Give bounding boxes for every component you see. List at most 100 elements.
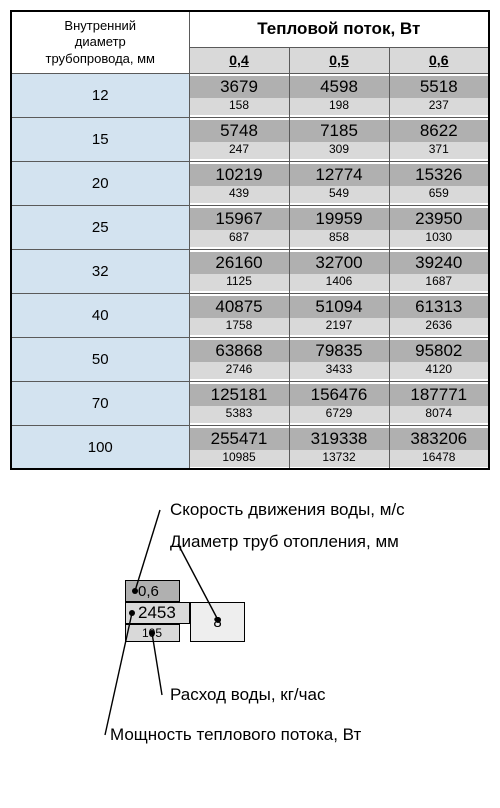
value-cell: 4598198 bbox=[289, 73, 389, 117]
value-cell: 239501030 bbox=[389, 205, 489, 249]
value-top: 15967 bbox=[190, 208, 289, 230]
diameter-cell: 15 bbox=[11, 117, 189, 161]
value-cell: 19959858 bbox=[289, 205, 389, 249]
value-top: 5748 bbox=[190, 120, 289, 142]
diameter-cell: 100 bbox=[11, 425, 189, 469]
table-row: 40408751758510942197613132636 bbox=[11, 293, 489, 337]
value-cell: 3679158 bbox=[189, 73, 289, 117]
value-cell: 12774549 bbox=[289, 161, 389, 205]
legend-diameter-label: Диаметр труб отопления, мм bbox=[170, 532, 399, 552]
value-cell: 15326659 bbox=[389, 161, 489, 205]
value-top: 125181 bbox=[190, 384, 289, 406]
value-bot: 549 bbox=[290, 186, 389, 203]
value-cell: 31933813732 bbox=[289, 425, 389, 469]
value-cell: 510942197 bbox=[289, 293, 389, 337]
legend-box-power: 2453 bbox=[125, 602, 190, 624]
value-cell: 10219439 bbox=[189, 161, 289, 205]
value-cell: 1564766729 bbox=[289, 381, 389, 425]
legend-power-label: Мощность теплового потока, Вт bbox=[110, 725, 361, 745]
value-top: 61313 bbox=[390, 296, 489, 318]
value-bot: 8074 bbox=[390, 406, 489, 423]
header-heatflow: Тепловой поток, Вт bbox=[189, 11, 489, 47]
value-bot: 1758 bbox=[190, 318, 289, 335]
value-top: 39240 bbox=[390, 252, 489, 274]
value-top: 7185 bbox=[290, 120, 389, 142]
value-top: 3679 bbox=[190, 76, 289, 98]
value-bot: 6729 bbox=[290, 406, 389, 423]
col-header-1: 0,5 bbox=[289, 47, 389, 73]
value-top: 4598 bbox=[290, 76, 389, 98]
legend-box-diameter: 8 bbox=[190, 602, 245, 642]
value-top: 12774 bbox=[290, 164, 389, 186]
value-bot: 309 bbox=[290, 142, 389, 159]
value-cell: 798353433 bbox=[289, 337, 389, 381]
value-bot: 16478 bbox=[390, 450, 489, 467]
value-bot: 2197 bbox=[290, 318, 389, 335]
table-row: 15574824771853098622371 bbox=[11, 117, 489, 161]
value-top: 319338 bbox=[290, 428, 389, 450]
value-cell: 38320616478 bbox=[389, 425, 489, 469]
value-bot: 5383 bbox=[190, 406, 289, 423]
value-cell: 5518237 bbox=[389, 73, 489, 117]
diameter-cell: 40 bbox=[11, 293, 189, 337]
value-cell: 25547110985 bbox=[189, 425, 289, 469]
value-top: 5518 bbox=[390, 76, 489, 98]
value-top: 19959 bbox=[290, 208, 389, 230]
value-bot: 247 bbox=[190, 142, 289, 159]
table-row: 251596768719959858239501030 bbox=[11, 205, 489, 249]
legend-flow-label: Расход воды, кг/час bbox=[170, 685, 325, 705]
value-top: 79835 bbox=[290, 340, 389, 362]
value-top: 187771 bbox=[390, 384, 489, 406]
legend-diagram: Скорость движения воды, м/с Диаметр труб… bbox=[10, 500, 490, 780]
value-cell: 1251815383 bbox=[189, 381, 289, 425]
heat-flow-table-container: Внутреннийдиаметртрубопровода, мм Теплов… bbox=[10, 10, 490, 470]
value-cell: 1877718074 bbox=[389, 381, 489, 425]
value-cell: 958024120 bbox=[389, 337, 489, 381]
value-cell: 638682746 bbox=[189, 337, 289, 381]
table-row: 100255471109853193381373238320616478 bbox=[11, 425, 489, 469]
value-top: 255471 bbox=[190, 428, 289, 450]
value-top: 8622 bbox=[390, 120, 489, 142]
value-bot: 1125 bbox=[190, 274, 289, 291]
diameter-cell: 12 bbox=[11, 73, 189, 117]
value-top: 15326 bbox=[390, 164, 489, 186]
header-diameter: Внутреннийдиаметртрубопровода, мм bbox=[11, 11, 189, 73]
value-cell: 15967687 bbox=[189, 205, 289, 249]
value-top: 26160 bbox=[190, 252, 289, 274]
value-bot: 3433 bbox=[290, 362, 389, 379]
table-row: 20102194391277454915326659 bbox=[11, 161, 489, 205]
value-cell: 392401687 bbox=[389, 249, 489, 293]
value-top: 40875 bbox=[190, 296, 289, 318]
table-row: 70125181538315647667291877718074 bbox=[11, 381, 489, 425]
value-cell: 7185309 bbox=[289, 117, 389, 161]
diameter-cell: 32 bbox=[11, 249, 189, 293]
value-cell: 261601125 bbox=[189, 249, 289, 293]
value-bot: 659 bbox=[390, 186, 489, 203]
legend-box-speed: 0,6 bbox=[125, 580, 180, 602]
value-bot: 2746 bbox=[190, 362, 289, 379]
value-bot: 439 bbox=[190, 186, 289, 203]
diameter-cell: 70 bbox=[11, 381, 189, 425]
value-top: 95802 bbox=[390, 340, 489, 362]
value-top: 156476 bbox=[290, 384, 389, 406]
value-top: 383206 bbox=[390, 428, 489, 450]
diameter-cell: 25 bbox=[11, 205, 189, 249]
value-top: 10219 bbox=[190, 164, 289, 186]
value-cell: 327001406 bbox=[289, 249, 389, 293]
value-bot: 858 bbox=[290, 230, 389, 247]
value-bot: 13732 bbox=[290, 450, 389, 467]
legend-box-flow: 105 bbox=[125, 624, 180, 642]
value-bot: 371 bbox=[390, 142, 489, 159]
table-row: 12367915845981985518237 bbox=[11, 73, 489, 117]
value-top: 23950 bbox=[390, 208, 489, 230]
value-cell: 408751758 bbox=[189, 293, 289, 337]
value-cell: 613132636 bbox=[389, 293, 489, 337]
header-diameter-text: Внутреннийдиаметртрубопровода, мм bbox=[46, 18, 155, 66]
value-top: 51094 bbox=[290, 296, 389, 318]
legend-speed-label: Скорость движения воды, м/с bbox=[170, 500, 405, 520]
table-row: 32261601125327001406392401687 bbox=[11, 249, 489, 293]
value-bot: 198 bbox=[290, 98, 389, 115]
value-bot: 4120 bbox=[390, 362, 489, 379]
value-bot: 1687 bbox=[390, 274, 489, 291]
value-top: 63868 bbox=[190, 340, 289, 362]
